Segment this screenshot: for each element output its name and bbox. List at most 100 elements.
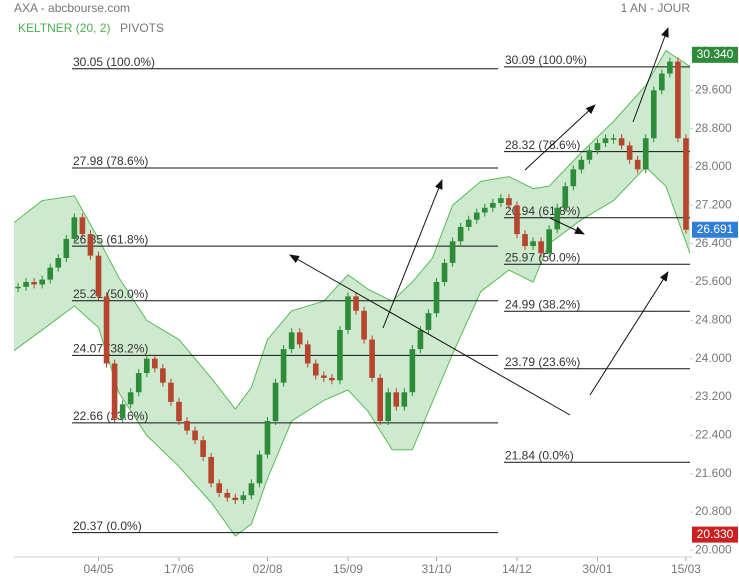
fib-label: 26.94 (61.8%) — [505, 204, 580, 218]
arrow — [549, 217, 585, 235]
candle — [659, 73, 665, 91]
candle — [546, 229, 552, 254]
candle — [602, 138, 609, 144]
candle — [610, 138, 617, 140]
candle — [562, 186, 569, 208]
candle — [272, 382, 279, 422]
candle — [683, 138, 689, 230]
candle — [280, 349, 287, 383]
y-tick-label: 21.600 — [695, 466, 732, 480]
y-tick-label: 26.400 — [695, 236, 732, 250]
period: 1 AN - JOUR — [621, 1, 691, 15]
x-tick-label: 02/08 — [252, 562, 282, 576]
candle — [473, 212, 480, 220]
candle — [321, 375, 327, 378]
candle — [47, 267, 54, 280]
x-tick-label: 17/06 — [164, 562, 194, 576]
candle — [15, 286, 21, 289]
candle — [127, 392, 134, 405]
candle — [538, 241, 544, 254]
candle — [208, 456, 214, 484]
candle — [39, 279, 45, 285]
y-tick-label: 27.200 — [695, 198, 732, 212]
price-tag-label: 26.691 — [697, 222, 734, 236]
candle — [200, 440, 206, 457]
price-tag — [692, 46, 738, 63]
fib-label: 26.35 (61.8%) — [73, 232, 148, 246]
candle — [441, 262, 448, 283]
fib-label: 28.32 (78.6%) — [505, 138, 580, 152]
arrow — [632, 27, 669, 123]
y-tick-label: 20.000 — [695, 543, 732, 557]
candle — [594, 143, 601, 151]
arrow — [589, 271, 669, 396]
candle — [401, 392, 408, 407]
candle — [667, 61, 673, 74]
candle — [650, 90, 657, 139]
indicator: KELTNER (20, 2) — [18, 21, 110, 35]
candle — [675, 61, 681, 139]
candle — [288, 332, 295, 350]
candle — [498, 198, 504, 203]
fib-label: 21.84 (0.0%) — [505, 448, 574, 462]
candle — [369, 339, 375, 378]
x-tick-label: 31/10 — [421, 562, 451, 576]
candle — [425, 313, 432, 330]
candle — [449, 241, 456, 263]
candle — [530, 241, 536, 247]
arrow — [524, 104, 596, 171]
candle — [522, 234, 528, 247]
candle — [119, 404, 126, 419]
candle — [329, 377, 335, 381]
fib-label: 30.05 (100.0%) — [73, 55, 155, 69]
candle — [554, 207, 561, 230]
candle — [578, 159, 585, 170]
price-tag — [692, 221, 738, 238]
candle — [248, 483, 255, 496]
candle — [55, 258, 62, 268]
candle — [618, 138, 625, 146]
candle — [481, 207, 488, 213]
candle — [353, 296, 359, 311]
price-tag-label: 30.340 — [697, 47, 734, 61]
fib-label: 24.99 (38.2%) — [505, 297, 580, 311]
candle — [385, 392, 392, 422]
channel-upper — [13, 49, 691, 410]
fib-label: 25.21 (50.0%) — [73, 287, 148, 301]
y-tick-label: 22.400 — [695, 428, 732, 442]
candle — [176, 401, 182, 422]
candle — [143, 358, 150, 374]
candle — [192, 430, 198, 441]
y-tick-label: 29.600 — [695, 82, 732, 96]
candle — [111, 363, 118, 419]
candle — [345, 296, 351, 330]
candle — [168, 382, 174, 402]
candle — [586, 150, 593, 160]
candle — [103, 296, 110, 364]
fib-label: 22.66 (23.6%) — [73, 409, 148, 423]
y-tick-label: 20.800 — [695, 504, 732, 518]
y-tick-label: 28.000 — [695, 159, 732, 173]
channel-lower — [13, 166, 691, 537]
candle — [23, 282, 29, 287]
candle — [216, 483, 223, 493]
candle — [224, 492, 231, 498]
candle — [433, 282, 440, 314]
chart-title: AXA - abcbourse.com — [14, 1, 130, 15]
candle — [417, 329, 424, 350]
candle — [393, 392, 400, 407]
candle — [409, 349, 416, 393]
price-tag-label: 20.330 — [697, 527, 734, 541]
fib-label: 25.97 (50.0%) — [505, 250, 580, 264]
candle — [626, 145, 633, 160]
arrows — [289, 27, 669, 416]
x-tick-label: 15/09 — [333, 562, 363, 576]
arrow — [382, 179, 443, 329]
candle — [63, 238, 70, 259]
candle — [506, 198, 512, 206]
candle — [31, 282, 37, 285]
candle — [95, 255, 102, 297]
x-tick-label: 04/05 — [83, 562, 113, 576]
candle — [240, 495, 247, 501]
